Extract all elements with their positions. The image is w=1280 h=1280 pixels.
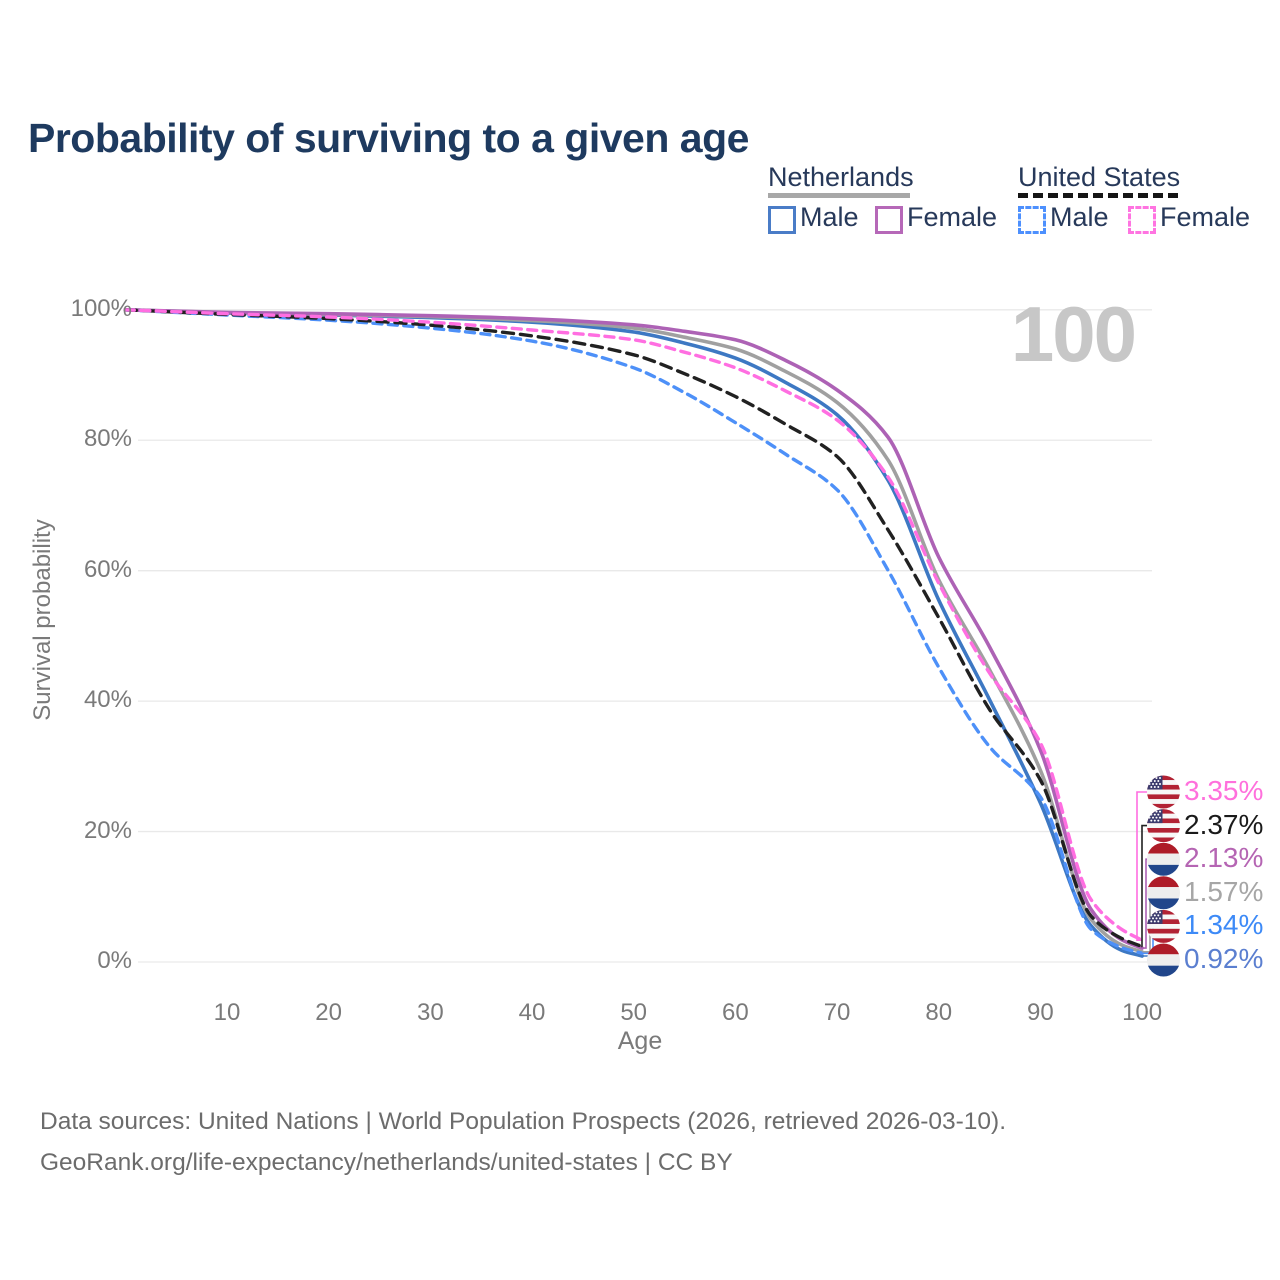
x-tick-label: 30 — [416, 999, 444, 1026]
legend-group-united-states: United States — [1018, 162, 1181, 192]
leader-line-nl-female — [1142, 858, 1147, 949]
curve-nl-male — [123, 308, 1144, 958]
x-axis-title: Age — [617, 1027, 663, 1055]
x-tick-label: 20 — [315, 999, 342, 1026]
end-value-label-nl-male: 0.92% — [1184, 943, 1264, 974]
age-counter-watermark: 100 — [1010, 290, 1137, 378]
x-tick-label: 60 — [722, 999, 749, 1026]
end-label-flags — [1147, 775, 1181, 977]
legend-swatch-united-states-female[interactable] — [1128, 206, 1156, 234]
chart-title: Probability of surviving to a given age — [28, 115, 749, 162]
united-states-dashed-line-swatch — [1018, 193, 1178, 198]
legend-label-netherlands-male[interactable]: Male — [800, 202, 859, 232]
x-tick-label: 90 — [1027, 999, 1054, 1026]
y-tick-label: 60% — [83, 555, 132, 583]
legend-swatch-united-states-male[interactable] — [1018, 206, 1046, 234]
legend-swatch-netherlands-female[interactable] — [875, 206, 903, 234]
x-tick-label: 80 — [925, 999, 953, 1026]
legend-swatch-netherlands-male[interactable] — [768, 206, 796, 234]
x-tick-label: 10 — [213, 999, 241, 1026]
data-source-note: Data sources: United Nations | World Pop… — [40, 1108, 1007, 1135]
y-tick-label: 100% — [70, 294, 132, 322]
nl-flag-icon — [1147, 876, 1181, 910]
y-tick-label: 80% — [83, 425, 132, 453]
legend-group-netherlands: Netherlands — [768, 162, 914, 192]
legend-label-netherlands-female[interactable]: Female — [907, 202, 998, 232]
legend-label-united-states-male[interactable]: Male — [1050, 202, 1109, 232]
survival-curves — [123, 308, 1144, 958]
us-flag-icon — [1147, 909, 1181, 943]
netherlands-solid-line-swatch — [768, 193, 910, 198]
us-flag-icon — [1147, 775, 1181, 809]
x-tick-label: 50 — [620, 999, 648, 1026]
curve-nl-female — [123, 308, 1144, 950]
us-flag-icon — [1147, 809, 1181, 843]
curve-nl-all — [123, 308, 1144, 954]
x-tick-label: 40 — [518, 999, 546, 1026]
x-tick-label: 70 — [823, 999, 851, 1026]
end-value-label-nl-all: 1.57% — [1184, 875, 1264, 907]
end-value-label-nl-female: 2.13% — [1184, 842, 1264, 874]
end-value-label-us-male: 1.34% — [1184, 909, 1264, 941]
y-tick-label: 0% — [97, 947, 132, 974]
gridlines — [138, 309, 1152, 963]
end-value-label-us-female: 3.35% — [1184, 775, 1264, 806]
nl-flag-icon — [1147, 943, 1181, 977]
end-value-label-us-all: 2.37% — [1184, 808, 1264, 840]
attribution-note: GeoRank.org/life-expectancy/netherlands/… — [40, 1149, 733, 1176]
x-tick-label: 100 — [1122, 999, 1163, 1026]
leader-line-us-all — [1141, 824, 1147, 948]
y-tick-label: 40% — [83, 686, 132, 714]
curve-us-all — [123, 308, 1144, 949]
y-tick-label: 20% — [83, 816, 132, 844]
nl-flag-icon — [1147, 842, 1181, 876]
curve-us-female — [123, 308, 1144, 942]
leader-line-us-female — [1136, 791, 1147, 942]
curve-us-male — [123, 308, 1144, 955]
legend-label-united-states-female[interactable]: Female — [1160, 202, 1251, 232]
